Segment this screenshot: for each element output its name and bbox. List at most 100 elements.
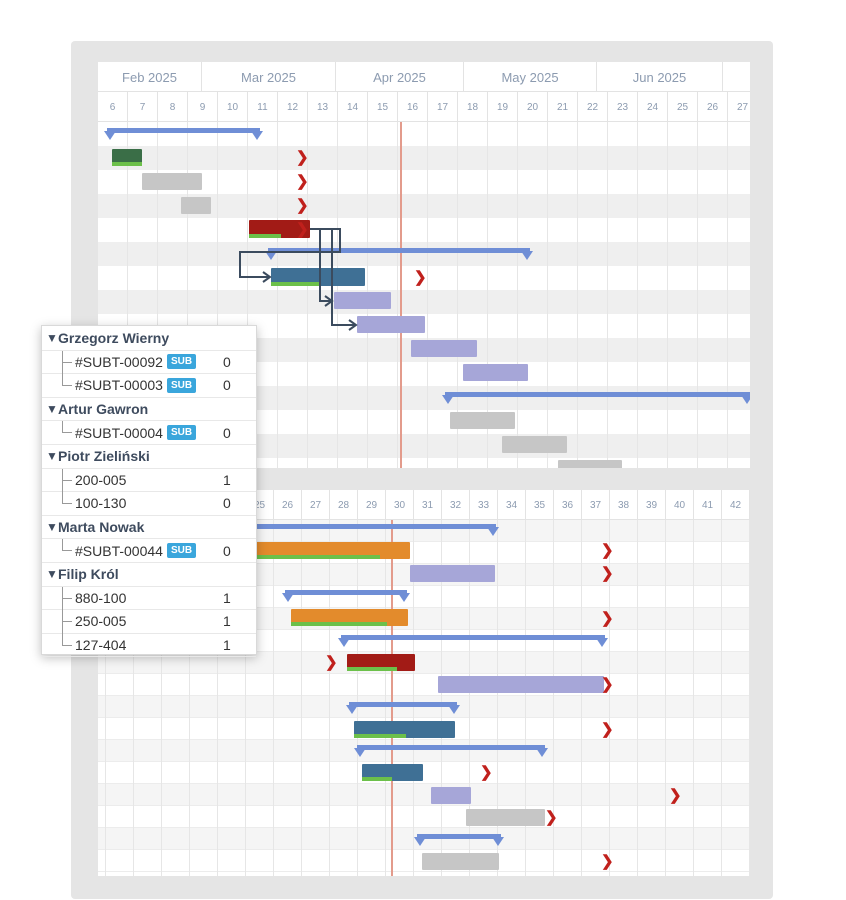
resource-item-row[interactable]: 250-005 1 — [42, 610, 256, 635]
task-bar[interactable] — [450, 412, 515, 429]
day-header: 22 — [578, 92, 608, 122]
today-line — [391, 520, 393, 876]
grid-line — [127, 122, 128, 468]
caret-down-icon[interactable]: ▼ — [46, 567, 58, 581]
task-bar[interactable] — [357, 316, 425, 333]
month-header: Apr 2025 — [336, 62, 464, 92]
chevron-right-icon: ❯ — [480, 764, 493, 781]
grid-line — [385, 520, 386, 876]
row-stripe — [98, 696, 750, 718]
task-bar[interactable] — [438, 676, 604, 693]
chevron-right-icon: ❯ — [296, 221, 309, 238]
summary-bar[interactable] — [268, 248, 530, 253]
task-bar[interactable] — [362, 764, 423, 781]
day-header: 26 — [698, 92, 728, 122]
resource-group-header[interactable]: ▼ Artur Gawron — [42, 398, 256, 422]
caret-down-icon[interactable]: ▼ — [46, 331, 58, 345]
resource-item-row[interactable]: 100-130 0 — [42, 492, 256, 516]
summary-bar[interactable] — [285, 590, 407, 595]
caret-down-icon[interactable]: ▼ — [46, 401, 58, 416]
summary-end-marker — [398, 593, 410, 602]
resource-item-label: 200-005 — [75, 471, 127, 488]
week-header: 26 — [274, 490, 302, 520]
today-line — [400, 122, 402, 468]
resource-group-header[interactable]: ▼ Grzegorz Wierny — [42, 327, 256, 351]
summary-bar[interactable] — [341, 635, 605, 640]
task-bar[interactable] — [422, 853, 499, 870]
resource-item-label: #SUBT-00003 — [75, 377, 163, 394]
task-bar[interactable] — [249, 220, 310, 238]
resource-popup[interactable]: ▼ Grzegorz Wierny #SUBT-00092 SUB 0 #SUBT-000… — [41, 325, 257, 658]
summary-bar[interactable] — [349, 702, 457, 707]
task-bar[interactable] — [112, 149, 142, 166]
tree-connector — [62, 610, 72, 623]
month-header: May 2025 — [464, 62, 597, 92]
resource-group-header[interactable]: ▼ Piotr Zieliński — [42, 445, 256, 469]
task-bar[interactable] — [181, 197, 211, 214]
grid-line — [637, 122, 638, 468]
grid-line — [547, 122, 548, 468]
grid-line — [187, 122, 188, 468]
day-header: 8 — [158, 92, 188, 122]
grid-line — [637, 520, 638, 876]
caret-down-icon[interactable]: ▼ — [46, 449, 58, 463]
task-bar[interactable] — [271, 268, 365, 286]
day-header: 20 — [518, 92, 548, 122]
summary-start-marker — [442, 395, 454, 404]
summary-end-marker — [487, 527, 499, 536]
grid-line — [301, 520, 302, 876]
day-header: 16 — [398, 92, 428, 122]
summary-bar[interactable] — [417, 834, 501, 839]
grid-line — [397, 122, 398, 468]
row-stripe — [98, 586, 750, 608]
resource-group-header[interactable]: ▼ Filip Król — [42, 563, 256, 587]
task-bar[interactable] — [558, 460, 622, 468]
resource-item-row[interactable]: 200-005 1 — [42, 468, 256, 493]
tree-connector — [62, 350, 72, 363]
resource-item-row[interactable]: 127-404 1 — [42, 633, 256, 658]
resource-name: Grzegorz Wierny — [58, 330, 170, 347]
resource-item-row[interactable]: #SUBT-00092 SUB 0 — [42, 350, 256, 375]
sub-badge: SUB — [166, 354, 197, 370]
chevron-right-icon: ❯ — [296, 173, 309, 190]
task-bar[interactable] — [142, 173, 202, 190]
progress-bar — [362, 777, 392, 781]
task-bar[interactable] — [334, 292, 391, 309]
task-bar[interactable] — [248, 542, 410, 559]
grid-line — [307, 122, 308, 468]
caret-down-icon[interactable]: ▼ — [46, 519, 58, 534]
summary-bar[interactable] — [445, 392, 750, 397]
resource-item-row[interactable]: #SUBT-00003 SUB 0 — [42, 374, 256, 398]
week-header: 33 — [470, 490, 498, 520]
grid-line — [329, 520, 330, 876]
week-header: 37 — [582, 490, 610, 520]
task-bar[interactable] — [347, 654, 415, 671]
task-bar[interactable] — [431, 787, 471, 804]
day-header: 12 — [278, 92, 308, 122]
progress-bar — [249, 234, 281, 238]
tree-connector — [62, 362, 63, 375]
task-bar[interactable] — [410, 565, 495, 582]
resource-item-row[interactable]: #SUBT-00044 SUB 0 — [42, 539, 256, 563]
task-bar[interactable] — [354, 721, 455, 738]
chevron-right-icon: ❯ — [545, 809, 558, 826]
task-bar[interactable] — [463, 364, 528, 381]
resource-group-header[interactable]: ▼ Marta Nowak — [42, 516, 256, 540]
resource-item-row[interactable]: #SUBT-00004 SUB 0 — [42, 421, 256, 445]
task-bar[interactable] — [411, 340, 477, 357]
item-count: 1 — [223, 637, 231, 654]
resource-item-label: 127-404 — [75, 637, 127, 654]
summary-bar[interactable] — [248, 524, 496, 529]
progress-bar — [291, 622, 387, 626]
task-bar[interactable] — [466, 809, 545, 826]
summary-start-marker — [104, 131, 116, 140]
day-header: 11 — [248, 92, 278, 122]
summary-bar[interactable] — [107, 128, 260, 133]
task-bar[interactable] — [502, 436, 567, 453]
day-header: 15 — [368, 92, 398, 122]
summary-bar[interactable] — [357, 745, 545, 750]
resource-item-row[interactable]: 880-100 1 — [42, 586, 256, 611]
task-bar[interactable] — [291, 609, 408, 626]
gantt-body: ❯ ❯ ❯ ❯ ❯ ❯ ❯ ❯ ❯ ❯ — [98, 520, 750, 876]
week-header: 25 — [246, 490, 274, 520]
